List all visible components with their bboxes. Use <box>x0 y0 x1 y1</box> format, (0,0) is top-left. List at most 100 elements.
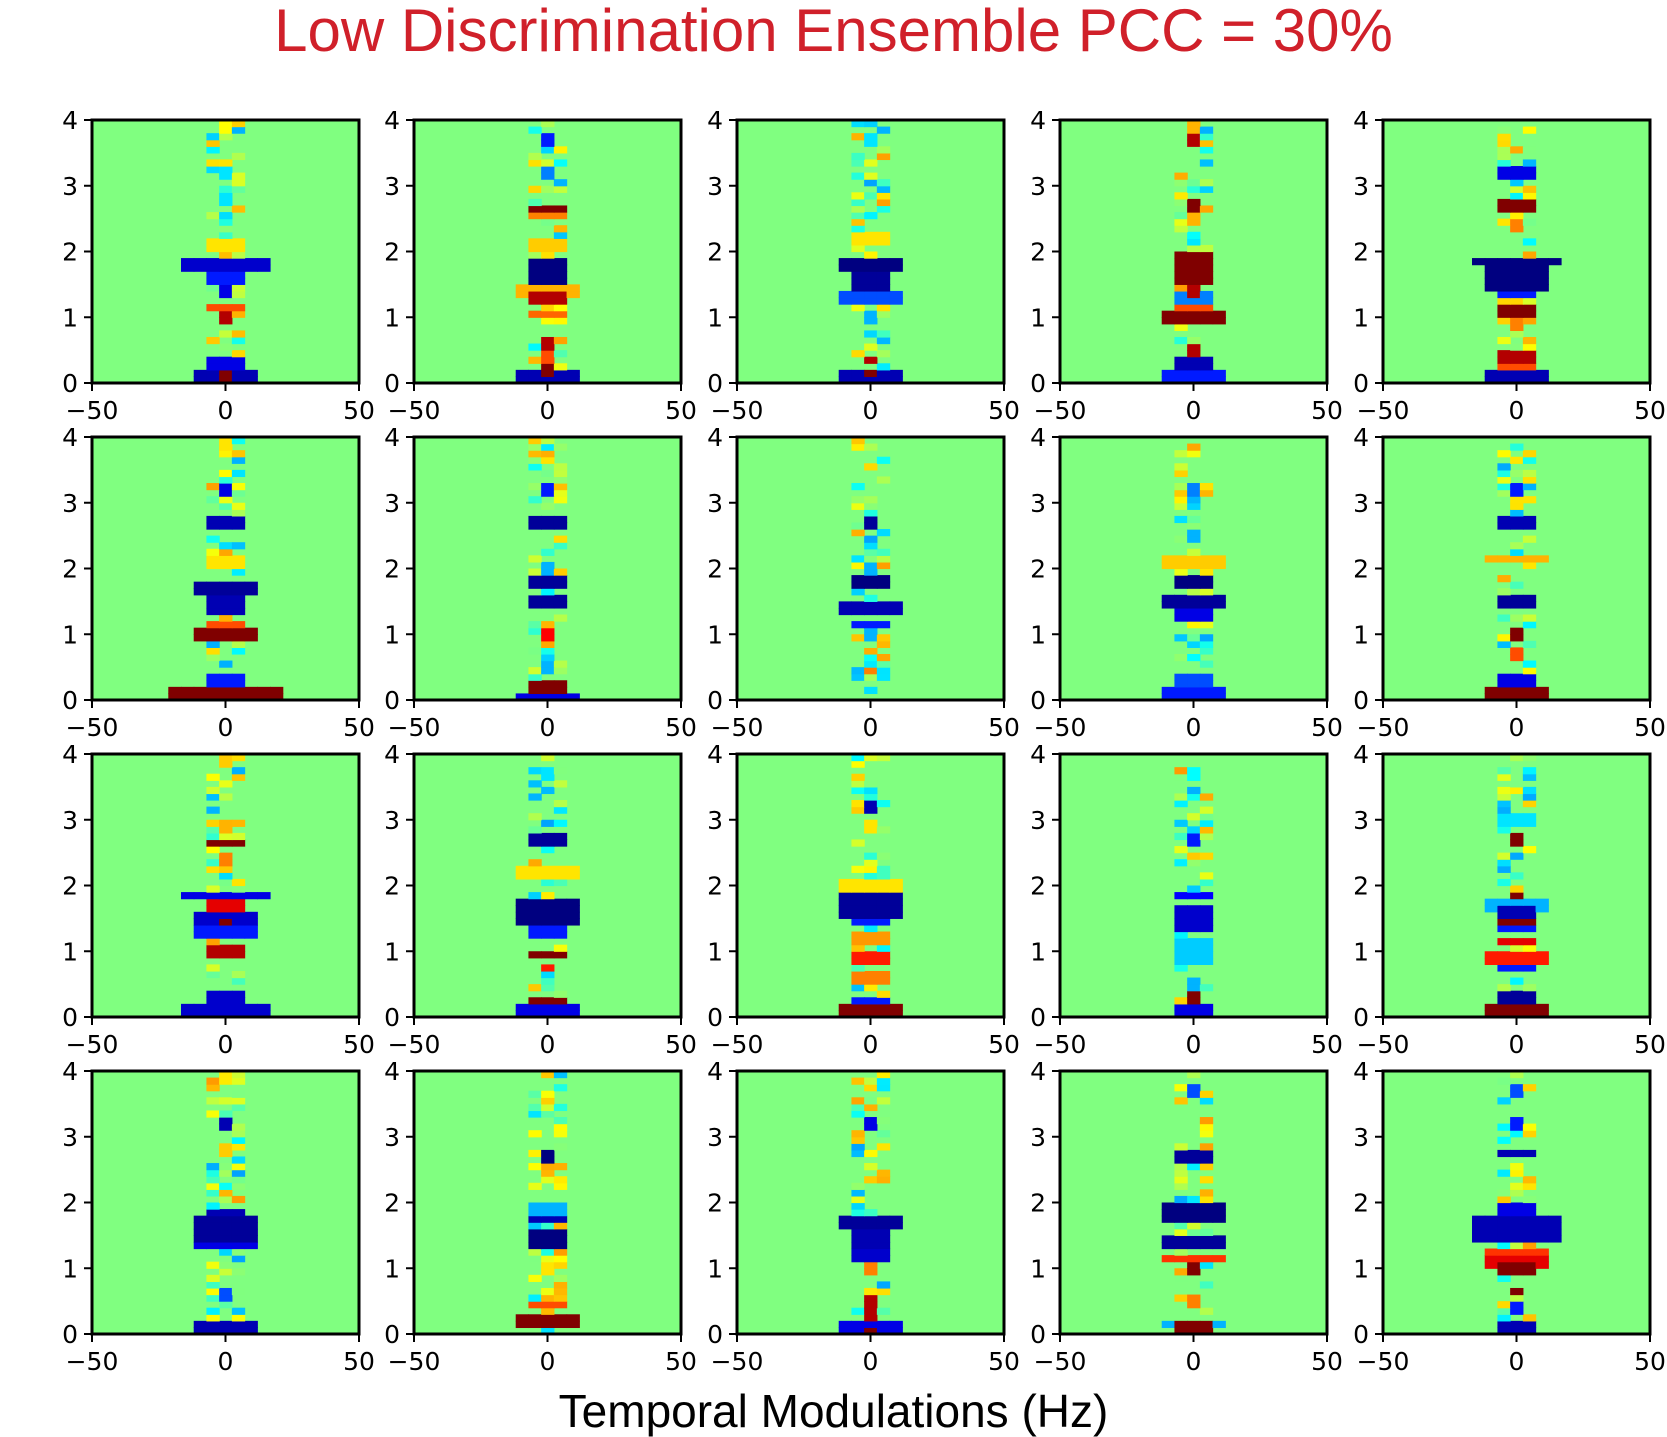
y-tick-label: 0 <box>1353 1320 1369 1349</box>
heatmap-cell <box>1522 271 1537 279</box>
heatmap-cell <box>1199 832 1214 841</box>
heatmap-cell <box>244 581 258 589</box>
y-tick-label: 4 <box>1030 1057 1046 1086</box>
heatmap-cell <box>1161 1202 1176 1210</box>
heatmap-cell <box>1497 159 1511 167</box>
heatmap-cell <box>1510 212 1524 220</box>
heatmap-cell <box>876 179 891 187</box>
heatmap-cell <box>1199 1320 1214 1329</box>
heatmap-cell <box>1187 621 1201 629</box>
y-tick-label: 1 <box>707 937 723 966</box>
y-tick-label: 0 <box>1353 686 1369 715</box>
heatmap-cell <box>1199 1123 1214 1131</box>
heatmap-cell <box>864 793 878 801</box>
heatmap-cell <box>231 1307 246 1315</box>
heatmap-cell <box>219 1143 233 1151</box>
heatmap-cell <box>219 251 233 259</box>
heatmap-cell <box>851 634 865 642</box>
heatmap-cell <box>231 502 246 510</box>
heatmap-cell <box>206 1202 220 1210</box>
heatmap-cell <box>1497 258 1511 266</box>
heatmap-cell <box>1199 673 1214 681</box>
heatmap-cell <box>231 1255 246 1263</box>
heatmap-cell <box>851 205 865 213</box>
y-tick-label: 4 <box>1030 740 1046 769</box>
heatmap-cell <box>1522 1255 1537 1263</box>
heatmap-cell <box>1187 1228 1201 1236</box>
heatmap-cell <box>864 1010 878 1018</box>
heatmap-cell <box>1472 1222 1486 1230</box>
heatmap-cell <box>876 1320 891 1329</box>
heatmap-cell <box>1497 515 1511 524</box>
heatmap-cell <box>541 1110 555 1118</box>
heatmap-cell <box>864 231 878 239</box>
heatmap-cell <box>244 1222 258 1230</box>
heatmap-cell <box>1510 369 1524 378</box>
heatmap-cell <box>876 852 891 860</box>
heatmap-cell <box>876 1143 891 1151</box>
heatmap-cell <box>1187 640 1201 648</box>
heatmap-cell <box>219 614 233 622</box>
heatmap-cell <box>1199 621 1214 629</box>
heatmap-cell <box>553 1176 568 1184</box>
heatmap-cell <box>168 693 182 701</box>
heatmap-cell <box>553 277 568 285</box>
heatmap-cell <box>876 1222 891 1230</box>
heatmap-cell <box>1497 693 1511 701</box>
heatmap-cell <box>1522 1320 1537 1329</box>
heatmap-cell <box>1510 225 1524 233</box>
heatmap-cell <box>231 251 246 259</box>
heatmap-cell <box>1174 911 1188 919</box>
heatmap-cell <box>541 1149 555 1158</box>
heatmap-cell <box>1199 581 1214 589</box>
y-tick-label: 2 <box>1353 238 1369 267</box>
heatmap-cell <box>864 1261 878 1269</box>
heatmap-cell <box>219 634 233 642</box>
heatmap-cell <box>1174 1248 1188 1256</box>
heatmap-cell <box>851 1143 865 1151</box>
heatmap-cell <box>1522 846 1537 854</box>
heatmap-cell <box>851 244 865 253</box>
heatmap-cell <box>566 1003 580 1012</box>
heatmap-cell <box>864 1103 878 1112</box>
heatmap-cell <box>219 673 233 681</box>
heatmap-cell <box>219 244 233 253</box>
heatmap-cell <box>231 647 246 655</box>
heatmap-cell <box>1510 483 1524 491</box>
heatmap-cell <box>1510 1182 1524 1190</box>
heatmap-cell <box>206 621 220 629</box>
heatmap-cell <box>1510 290 1524 299</box>
heatmap-cell <box>876 918 891 926</box>
heatmap-cell <box>851 1195 865 1204</box>
heatmap-cell <box>1522 469 1537 478</box>
heatmap-cell <box>231 126 246 134</box>
heatmap-cell <box>1174 192 1188 200</box>
x-tick-label: 50 <box>665 713 697 742</box>
y-tick-label: 1 <box>1030 303 1046 332</box>
heatmap-cell <box>1497 317 1511 325</box>
heatmap-cell <box>851 911 865 919</box>
heatmap-cell <box>864 1117 878 1125</box>
heatmap-cell <box>231 1268 246 1276</box>
heatmap-cell <box>1174 271 1188 279</box>
y-tick-label: 3 <box>1353 172 1369 201</box>
heatmap-cell <box>231 970 246 979</box>
heatmap-cell <box>541 1301 555 1309</box>
heatmap-cell <box>193 686 208 695</box>
heatmap-cell <box>553 496 568 504</box>
heatmap-cell <box>851 304 865 312</box>
heatmap-cell <box>1510 356 1524 364</box>
heatmap-cell <box>864 284 878 292</box>
heatmap-cell <box>231 1010 246 1018</box>
heatmap-cell <box>1510 581 1524 589</box>
y-tick-label: 4 <box>384 740 400 769</box>
y-tick-label: 2 <box>62 872 78 901</box>
heatmap-cell <box>1484 1222 1499 1230</box>
heatmap-cell <box>541 892 555 900</box>
heatmap-cell <box>1199 686 1214 695</box>
heatmap-cell <box>1187 1255 1201 1263</box>
heatmap-cell <box>231 839 246 847</box>
heatmap-cell <box>1199 819 1214 827</box>
heatmap-cell <box>193 376 208 384</box>
